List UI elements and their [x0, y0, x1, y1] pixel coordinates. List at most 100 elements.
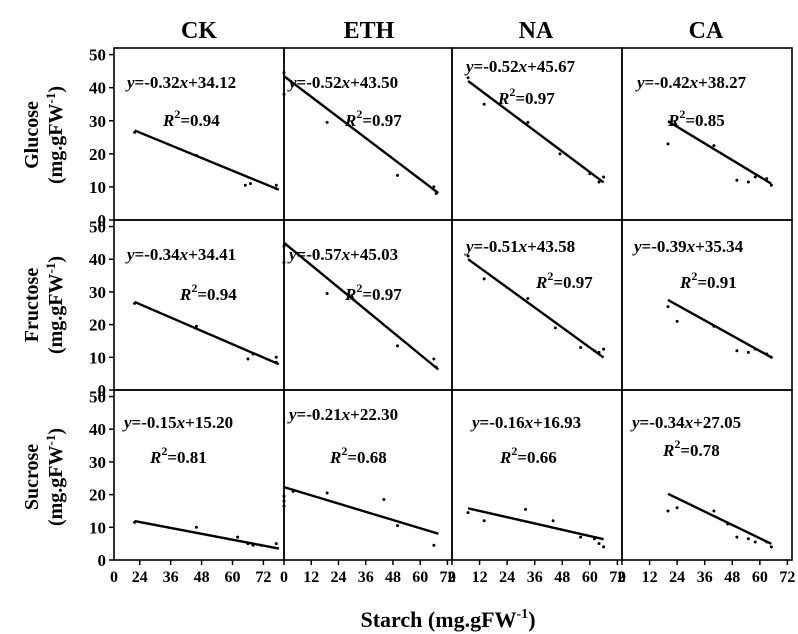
- data-point: [551, 519, 555, 523]
- panel-fructose-na: y=-0.51x+43.58 R2=0.97: [451, 219, 623, 391]
- fit-line: [134, 129, 280, 191]
- x-tick-label: 12: [303, 569, 319, 586]
- x-tick-label: 24: [330, 569, 346, 586]
- row-titles: Glucose (mg.gFW-1) Fructose (mg.gFW-1) S…: [21, 86, 67, 526]
- r-squared-label: R2=0.91: [679, 269, 737, 292]
- data-point: [597, 542, 601, 546]
- data-point: [246, 357, 250, 361]
- data-point: [482, 519, 486, 523]
- data-point: [396, 344, 400, 348]
- x-tick-label: 12: [642, 569, 658, 586]
- y-tick-label: 0: [98, 211, 107, 230]
- data-point: [236, 535, 240, 539]
- row-title-sucrose: Sucrose: [21, 444, 43, 510]
- y-tick-label: 30: [89, 453, 106, 472]
- data-point: [282, 244, 286, 248]
- data-point: [274, 183, 278, 187]
- data-point: [675, 319, 679, 323]
- y-tick-label: 20: [89, 145, 106, 164]
- y-tick-label: 10: [89, 518, 106, 537]
- panel-grid: y=-0.32x+34.12 R2=0.94 y=-0.52x+43.50 R2=0.…: [113, 47, 793, 561]
- x-tick-label: 48: [194, 569, 210, 586]
- y-tick-label: 50: [89, 218, 106, 237]
- x-tick-label: 72: [439, 569, 455, 586]
- data-point: [194, 324, 198, 328]
- y-tick-label: 20: [89, 486, 106, 505]
- column-titles: CK ETH NA CA: [181, 18, 724, 44]
- fit-equation: y=-0.32x+34.12: [125, 73, 236, 92]
- panel-glucose-na: y=-0.52x+45.67 R2=0.97: [451, 47, 623, 221]
- data-point: [396, 173, 400, 177]
- r-squared-label: R2=0.97: [344, 107, 402, 130]
- fit-line: [467, 80, 605, 184]
- fit-line: [134, 519, 280, 550]
- fit-line: [283, 241, 440, 371]
- x-tick-label: 0: [280, 569, 288, 586]
- row-title-fructose: Fructose: [21, 268, 43, 343]
- data-point: [274, 355, 278, 359]
- x-tick-label: 60: [224, 569, 240, 586]
- panel-fructose-ca: y=-0.39x+35.34 R2=0.91: [621, 219, 793, 391]
- data-point: [753, 175, 757, 179]
- data-point: [325, 292, 329, 296]
- fit-line: [667, 298, 772, 359]
- data-point: [712, 144, 716, 148]
- data-point: [735, 535, 739, 539]
- data-point: [526, 120, 530, 124]
- fit-equation: y=-0.39x+35.34: [632, 237, 744, 256]
- data-point: [553, 326, 557, 330]
- y-tick-label: 0: [98, 551, 107, 570]
- panel-glucose-ca: y=-0.42x+38.27 R2=0.85: [621, 47, 793, 221]
- x-tick-label: 48: [385, 569, 401, 586]
- r-squared-label: R2=0.94: [179, 281, 237, 304]
- fit-line: [667, 120, 772, 185]
- data-point: [194, 525, 198, 529]
- r-squared-label: R2=0.97: [535, 269, 593, 292]
- r-squared-label: R2=0.78: [662, 437, 720, 460]
- panel-fructose-eth: y=-0.57x+45.03 R2=0.97: [282, 219, 453, 391]
- row-title-glucose: Glucose: [21, 101, 43, 169]
- y-tick-label: 40: [89, 250, 106, 269]
- fit-equation: y=-0.15x+15.20: [122, 413, 233, 432]
- y-tick-label: 50: [89, 46, 106, 65]
- row-unit-glucose: (mg.gFW-1): [43, 86, 67, 184]
- data-point: [432, 357, 436, 361]
- y-tick-label: 20: [89, 316, 106, 335]
- data-point: [282, 499, 286, 503]
- y-tick-label: 0: [98, 381, 107, 400]
- x-tick-label: 0: [618, 569, 626, 586]
- x-tick-label: 72: [609, 569, 625, 586]
- data-point: [274, 542, 278, 546]
- r-squared-label: R2=0.97: [497, 85, 555, 108]
- data-point: [746, 537, 750, 541]
- x-tick-label: 60: [582, 569, 598, 586]
- r-squared-label: R2=0.66: [499, 444, 557, 467]
- data-point: [382, 498, 386, 502]
- data-point: [597, 180, 601, 184]
- y-tick-label: 40: [89, 79, 106, 98]
- fit-line: [467, 507, 604, 541]
- data-point: [735, 178, 739, 182]
- fit-equation: y=-0.34x+27.05: [630, 413, 741, 432]
- x-tick-label: 24: [499, 569, 515, 586]
- data-point: [325, 120, 329, 124]
- y-tick-label: 30: [89, 283, 106, 302]
- x-axis-title: Starch (mg.gFW-1): [360, 607, 535, 632]
- data-point: [466, 511, 470, 515]
- x-tick-label: 36: [697, 569, 713, 586]
- x-tick-label: 36: [527, 569, 543, 586]
- r-squared-label: R2=0.94: [162, 107, 220, 130]
- fit-line: [283, 75, 440, 195]
- data-point: [482, 102, 486, 106]
- data-point: [712, 509, 716, 513]
- x-tick-label: 72: [779, 569, 795, 586]
- data-point: [769, 545, 773, 549]
- x-tick-label: 60: [412, 569, 428, 586]
- data-point: [735, 349, 739, 353]
- data-point: [602, 545, 606, 549]
- column-title-ca: CA: [689, 18, 724, 44]
- data-point: [482, 277, 486, 281]
- r-squared-label: R2=0.68: [329, 444, 387, 467]
- data-point: [282, 261, 286, 264]
- fit-equation: y=-0.52x+43.50: [287, 73, 398, 92]
